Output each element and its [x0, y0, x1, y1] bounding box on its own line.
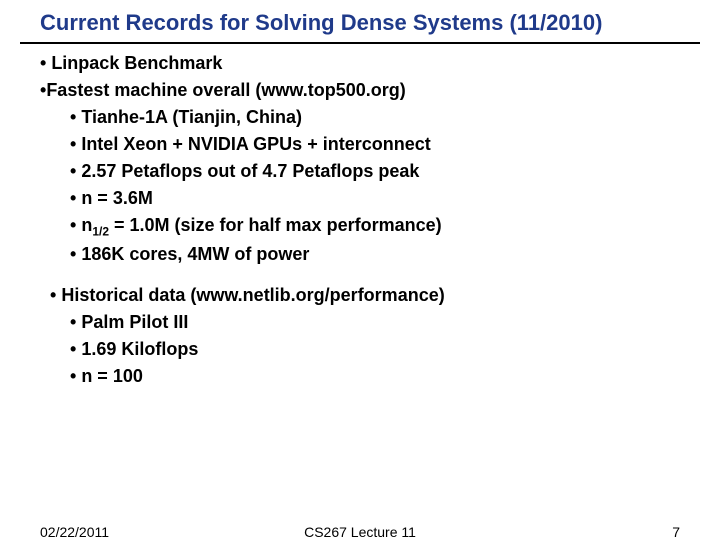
bullet-text: n = 3.6M: [76, 188, 153, 208]
bullet-item: • 2.57 Petaflops out of 4.7 Petaflops pe…: [40, 158, 680, 185]
bullet-text: Linpack Benchmark: [46, 53, 222, 73]
bullet-item: •Fastest machine overall (www.top500.org…: [40, 77, 680, 104]
bullet-item: • 186K cores, 4MW of power: [40, 241, 680, 268]
bullet-item: • Palm Pilot III: [40, 309, 680, 336]
bullet-text-pre: n: [76, 215, 92, 235]
bullet-item: • Linpack Benchmark: [40, 50, 680, 77]
slide-body: • Linpack Benchmark •Fastest machine ove…: [0, 40, 720, 390]
bullet-text: 2.57 Petaflops out of 4.7 Petaflops peak: [76, 161, 419, 181]
bullet-text-post: = 1.0M (size for half max performance): [109, 215, 442, 235]
footer-date: 02/22/2011: [40, 524, 109, 540]
bullet-text: n = 100: [76, 366, 143, 386]
footer-page-number: 7: [672, 524, 680, 540]
bullet-item: • Intel Xeon + NVIDIA GPUs + interconnec…: [40, 131, 680, 158]
bullet-text: Historical data (www.netlib.org/performa…: [56, 285, 444, 305]
bullet-text: Fastest machine overall (www.top500.org): [46, 80, 405, 100]
bullet-item: • 1.69 Kiloflops: [40, 336, 680, 363]
slide-title: Current Records for Solving Dense System…: [0, 0, 720, 40]
bullet-text: Palm Pilot III: [76, 312, 188, 332]
footer-course: CS267 Lecture 11: [304, 524, 416, 540]
bullet-item: • Tianhe-1A (Tianjin, China): [40, 104, 680, 131]
bullet-subscript: 1/2: [92, 225, 109, 239]
bullet-text: 1.69 Kiloflops: [76, 339, 198, 359]
bullet-text: 186K cores, 4MW of power: [76, 244, 309, 264]
title-underline: [20, 42, 700, 44]
bullet-item: • Historical data (www.netlib.org/perfor…: [40, 282, 680, 309]
bullet-item: • n = 100: [40, 363, 680, 390]
bullet-text: Tianhe-1A (Tianjin, China): [81, 107, 302, 127]
bullet-item: • n1/2 = 1.0M (size for half max perform…: [40, 212, 680, 241]
bullet-text: Intel Xeon + NVIDIA GPUs + interconnect: [76, 134, 430, 154]
bullet-item: • n = 3.6M: [40, 185, 680, 212]
